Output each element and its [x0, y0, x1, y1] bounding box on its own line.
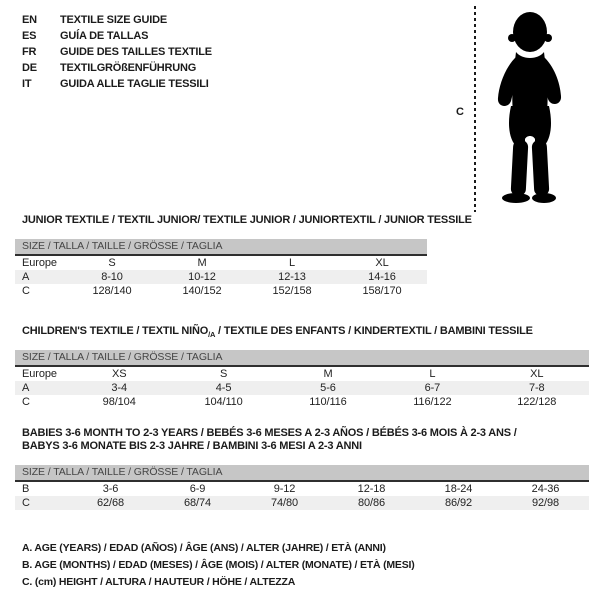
size-header-bar: SIZE / TALLA / TAILLE / GRÖSSE / TAGLIA: [15, 465, 589, 482]
lang-row-es: ES GUÍA DE TALLAS: [22, 28, 212, 44]
footnotes: A. AGE (YEARS) / EDAD (AÑOS) / ÂGE (ANS)…: [22, 540, 415, 591]
row-label: Europe: [22, 368, 57, 381]
lang-title: TEXTILE SIZE GUIDE: [60, 14, 168, 26]
size-cell: 62/68: [96, 497, 125, 509]
size-cell: 7-8: [528, 382, 545, 395]
table-row: C 62/68 68/74 74/80 80/86 86/92 92/98: [15, 496, 589, 510]
size-cell: 3-6: [102, 483, 119, 495]
size-header-bar: SIZE / TALLA / TAILLE / GRÖSSE / TAGLIA: [15, 350, 589, 368]
size-cell: 68/74: [183, 497, 212, 509]
size-cell: S: [108, 257, 116, 269]
size-cell: 24-36: [531, 483, 560, 495]
table-row: C 98/104 104/110 110/116 116/122 122/128: [15, 395, 589, 409]
size-cell: 3-4: [111, 382, 127, 395]
section-title-line1: BABIES 3-6 MONTH TO 2-3 YEARS / BEBÉS 3-…: [22, 427, 517, 439]
size-cell: S: [219, 368, 228, 381]
lang-row-fr: FR GUIDE DES TAILLES TEXTILE: [22, 44, 212, 60]
lang-code: IT: [22, 78, 32, 90]
size-cell: L: [429, 368, 436, 381]
babies-size-table: B 3-6 6-9 9-12 12-18 18-24 24-36 C 62/68…: [15, 482, 589, 510]
size-cell: 12-13: [278, 271, 306, 283]
size-cell: 122/128: [517, 396, 557, 409]
size-cell: 80/86: [357, 497, 386, 509]
row-label: A: [22, 271, 30, 283]
size-cell: XL: [530, 368, 544, 381]
size-cell: 6-9: [189, 483, 206, 495]
size-cell: M: [197, 257, 207, 269]
size-cell: 9-12: [273, 483, 296, 495]
size-cell: XS: [111, 368, 127, 381]
size-cell: 92/98: [531, 497, 560, 509]
row-label: C: [22, 285, 30, 297]
section-junior-textile: JUNIOR TEXTILE / TEXTIL JUNIOR/ TEXTILE …: [15, 214, 472, 298]
size-cell: 152/158: [272, 285, 312, 297]
size-cell: 74/80: [270, 497, 299, 509]
lang-code: FR: [22, 46, 37, 58]
size-cell: 18-24: [444, 483, 473, 495]
size-cell: 158/170: [362, 285, 402, 297]
section-title-line2: BABYS 3-6 MONATE BIS 2-3 JAHRE / BAMBINI…: [22, 440, 362, 452]
size-cell: 6-7: [424, 382, 441, 395]
row-label: B: [22, 483, 30, 495]
size-cell: 10-12: [188, 271, 216, 283]
junior-size-table: Europe S M L XL A 8-10 10-12 12-13 14-16…: [15, 256, 427, 298]
size-cell: 8-10: [101, 271, 123, 283]
size-cell: 104/110: [204, 396, 243, 409]
size-cell: 14-16: [368, 271, 396, 283]
lang-code: ES: [22, 30, 37, 42]
size-cell: 5-6: [320, 382, 336, 395]
language-list: EN TEXTILE SIZE GUIDE ES GUÍA DE TALLAS …: [22, 12, 212, 92]
table-row: Europe XS S M L XL: [15, 367, 589, 381]
size-cell: 110/116: [309, 396, 347, 409]
row-label: C: [22, 497, 30, 509]
row-label: Europe: [22, 257, 57, 269]
footnote-b: B. AGE (MONTHS) / EDAD (MESES) / ÂGE (MO…: [22, 559, 415, 571]
size-cell: M: [323, 368, 333, 381]
size-cell: 98/104: [102, 396, 136, 409]
lang-row-de: DE TEXTILGRÖßENFÜHRUNG: [22, 60, 212, 76]
table-row: A 8-10 10-12 12-13 14-16: [15, 270, 427, 284]
height-label-c: C: [456, 106, 464, 118]
lang-title: GUÍA DE TALLAS: [60, 30, 149, 42]
size-cell: 116/122: [413, 396, 452, 409]
size-cell: 140/152: [182, 285, 222, 297]
size-cell: 86/92: [444, 497, 473, 509]
size-cell: 12-18: [357, 483, 386, 495]
footnote-c: C. (cm) HEIGHT / ALTURA / HAUTEUR / HÖHE…: [22, 576, 296, 588]
lang-title: GUIDE DES TAILLES TEXTILE: [60, 46, 212, 58]
size-header-bar: SIZE / TALLA / TAILLE / GRÖSSE / TAGLIA: [15, 239, 427, 256]
lang-title: TEXTILGRÖßENFÜHRUNG: [60, 62, 197, 74]
section-childrens-textile: CHILDREN'S TEXTILE / TEXTIL NIÑO/A / TEX…: [15, 325, 589, 409]
height-dotted-line: [474, 6, 476, 212]
title-subscript: /A: [208, 330, 216, 340]
children-size-table: Europe XS S M L XL A 3-4 4-5 5-6 6-7 7-8…: [15, 367, 589, 409]
table-row: C 128/140 140/152 152/158 158/170: [15, 284, 427, 298]
section-title: CHILDREN'S TEXTILE / TEXTIL NIÑO/A / TEX…: [22, 325, 533, 340]
size-cell: XL: [375, 257, 389, 269]
lang-row-it: IT GUIDA ALLE TAGLIE TESSILI: [22, 76, 212, 92]
lang-row-en: EN TEXTILE SIZE GUIDE: [22, 12, 212, 28]
lang-code: DE: [22, 62, 37, 74]
row-label: A: [22, 382, 30, 395]
table-row: Europe S M L XL: [15, 256, 427, 270]
size-cell: 4-5: [215, 382, 232, 395]
lang-title: GUIDA ALLE TAGLIE TESSILI: [60, 78, 209, 90]
section-babies-textile: BABIES 3-6 MONTH TO 2-3 YEARS / BEBÉS 3-…: [15, 427, 589, 510]
table-row: A 3-4 4-5 5-6 6-7 7-8: [15, 381, 589, 396]
size-cell: 128/140: [92, 285, 132, 297]
lang-code: EN: [22, 14, 37, 26]
footnote-a: A. AGE (YEARS) / EDAD (AÑOS) / ÂGE (ANS)…: [22, 542, 386, 554]
table-row: B 3-6 6-9 9-12 12-18 18-24 24-36: [15, 482, 589, 496]
section-title: JUNIOR TEXTILE / TEXTIL JUNIOR/ TEXTILE …: [22, 214, 472, 226]
baby-silhouette-icon: [497, 12, 562, 203]
row-label: C: [22, 396, 30, 409]
size-cell: L: [288, 257, 296, 269]
